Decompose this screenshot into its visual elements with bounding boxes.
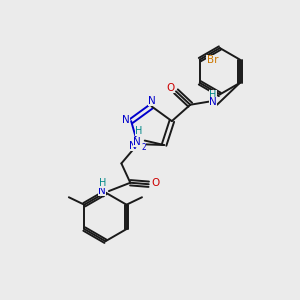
Text: N: N xyxy=(209,97,217,107)
Text: 2: 2 xyxy=(142,142,146,152)
Text: H: H xyxy=(135,126,142,136)
Text: H: H xyxy=(99,178,106,188)
Text: N: N xyxy=(98,186,106,196)
Text: N: N xyxy=(148,96,155,106)
Text: N: N xyxy=(134,137,141,147)
Text: O: O xyxy=(151,178,159,188)
Text: O: O xyxy=(167,83,175,93)
Text: N: N xyxy=(122,115,130,124)
Text: N: N xyxy=(128,141,136,151)
Text: Br: Br xyxy=(206,55,218,64)
Text: H: H xyxy=(209,90,217,100)
